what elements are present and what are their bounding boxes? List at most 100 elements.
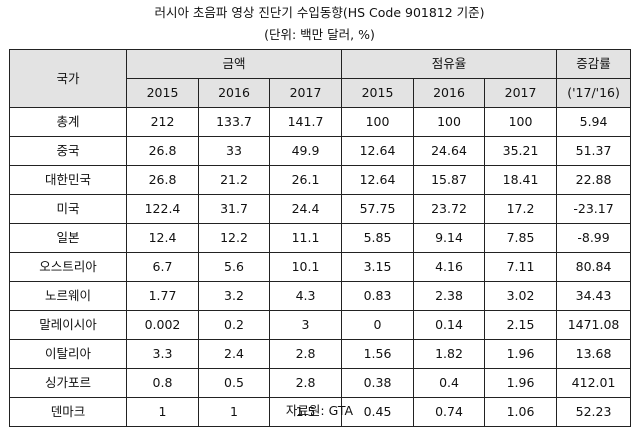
cell-amount-2017: 4.3 xyxy=(268,281,343,311)
table-row: 미국 122.4 31.7 24.4 57.75 23.72 17.2 -23.… xyxy=(9,194,632,224)
cell-share-2016: 0.14 xyxy=(413,310,486,340)
cell-amount-2016: 0.5 xyxy=(198,368,270,398)
cell-growth: 52.23 xyxy=(556,397,632,427)
cell-share-2017: 1.96 xyxy=(484,339,558,369)
cell-country: 덴마크 xyxy=(9,397,127,427)
cell-country: 대한민국 xyxy=(9,165,127,195)
header-share: 점유율 xyxy=(341,49,558,79)
cell-share-2016: 100 xyxy=(413,107,486,137)
cell-amount-2017: 11.1 xyxy=(268,223,343,253)
cell-amount-2015: 1.77 xyxy=(126,281,199,311)
cell-amount-2015: 1 xyxy=(126,397,199,427)
cell-share-2015: 3.15 xyxy=(341,252,415,282)
cell-share-2016: 1.82 xyxy=(413,339,486,369)
cell-growth: 22.88 xyxy=(556,165,632,195)
cell-share-2015: 100 xyxy=(341,107,415,137)
cell-share-2017: 100 xyxy=(484,107,558,137)
table-header: 국가 금액 점유율 증감률 2015 2016 2017 2015 2016 2… xyxy=(9,49,632,108)
cell-share-2015: 0 xyxy=(341,310,415,340)
cell-amount-2017: 10.1 xyxy=(268,252,343,282)
header-amount-2015: 2015 xyxy=(126,78,199,108)
cell-amount-2016: 21.2 xyxy=(198,165,270,195)
cell-country: 오스트리아 xyxy=(9,252,127,282)
cell-amount-2015: 0.002 xyxy=(126,310,199,340)
cell-amount-2017: 2.8 xyxy=(268,368,343,398)
cell-growth: -23.17 xyxy=(556,194,632,224)
cell-share-2017: 7.85 xyxy=(484,223,558,253)
cell-growth: 1471.08 xyxy=(556,310,632,340)
header-amount-2017: 2017 xyxy=(268,78,343,108)
source-note: 자료원: GTA xyxy=(285,403,354,418)
cell-amount-2017: 2.8 xyxy=(268,339,343,369)
cell-amount-2015: 26.8 xyxy=(126,165,199,195)
cell-growth: 13.68 xyxy=(556,339,632,369)
cell-share-2016: 0.74 xyxy=(413,397,486,427)
page-title: 러시아 초음파 영상 진단기 수입동향(HS Code 901812 기준) xyxy=(154,5,485,20)
cell-share-2015: 1.56 xyxy=(341,339,415,369)
cell-amount-2015: 122.4 xyxy=(126,194,199,224)
table-row: 일본 12.4 12.2 11.1 5.85 9.14 7.85 -8.99 xyxy=(9,223,632,253)
cell-share-2017: 7.11 xyxy=(484,252,558,282)
cell-share-2016: 2.38 xyxy=(413,281,486,311)
table-row: 대한민국 26.8 21.2 26.1 12.64 15.87 18.41 22… xyxy=(9,165,632,195)
cell-share-2017: 1.06 xyxy=(484,397,558,427)
cell-country: 중국 xyxy=(9,136,127,166)
table-row: 싱가포르 0.8 0.5 2.8 0.38 0.4 1.96 412.01 xyxy=(9,368,632,398)
cell-amount-2015: 0.8 xyxy=(126,368,199,398)
cell-amount-2017: 24.4 xyxy=(268,194,343,224)
cell-amount-2015: 3.3 xyxy=(126,339,199,369)
table-row: 총계 212 133.7 141.7 100 100 100 5.94 xyxy=(9,107,632,137)
header-amount-2016: 2016 xyxy=(198,78,270,108)
cell-country: 싱가포르 xyxy=(9,368,127,398)
cell-amount-2015: 6.7 xyxy=(126,252,199,282)
cell-share-2015: 0.83 xyxy=(341,281,415,311)
table-row: 이탈리아 3.3 2.4 2.8 1.56 1.82 1.96 13.68 xyxy=(9,339,632,369)
table-row: 덴마크 1 1 1.5 0.45 0.74 1.06 52.23 xyxy=(9,397,632,427)
cell-country: 총계 xyxy=(9,107,127,137)
cell-share-2017: 18.41 xyxy=(484,165,558,195)
cell-amount-2016: 133.7 xyxy=(198,107,270,137)
unit-note: (단위: 백만 달러, %) xyxy=(264,27,375,42)
cell-amount-2017: 1.5 xyxy=(268,397,343,427)
cell-amount-2015: 12.4 xyxy=(126,223,199,253)
header-amount: 금액 xyxy=(125,49,343,79)
cell-amount-2016: 12.2 xyxy=(198,223,270,253)
table-row: 중국 26.8 33 49.9 12.64 24.64 35.21 51.37 xyxy=(9,136,632,166)
header-country: 국가 xyxy=(9,49,127,108)
cell-amount-2016: 0.2 xyxy=(198,310,270,340)
cell-share-2015: 12.64 xyxy=(341,136,415,166)
cell-growth: 51.37 xyxy=(556,136,632,166)
cell-growth: 5.94 xyxy=(556,107,632,137)
cell-amount-2017: 3 xyxy=(268,310,343,340)
cell-share-2015: 5.85 xyxy=(341,223,415,253)
cell-share-2015: 12.64 xyxy=(341,165,415,195)
cell-share-2016: 9.14 xyxy=(413,223,486,253)
import-table: 국가 금액 점유율 증감률 2015 2016 2017 2015 2016 2… xyxy=(9,49,632,427)
header-share-2016: 2016 xyxy=(413,78,486,108)
cell-growth: 412.01 xyxy=(556,368,632,398)
cell-share-2015: 57.75 xyxy=(341,194,415,224)
cell-country: 미국 xyxy=(9,194,127,224)
cell-amount-2016: 33 xyxy=(198,136,270,166)
header-growth-period: ('17/'16) xyxy=(556,78,632,108)
cell-share-2017: 17.2 xyxy=(484,194,558,224)
cell-share-2017: 35.21 xyxy=(484,136,558,166)
cell-amount-2016: 31.7 xyxy=(198,194,270,224)
cell-amount-2016: 2.4 xyxy=(198,339,270,369)
cell-amount-2017: 141.7 xyxy=(268,107,343,137)
cell-growth: 80.84 xyxy=(556,252,632,282)
header-share-2017: 2017 xyxy=(484,78,558,108)
cell-amount-2017: 26.1 xyxy=(268,165,343,195)
cell-share-2017: 1.96 xyxy=(484,368,558,398)
cell-amount-2017: 49.9 xyxy=(268,136,343,166)
table-row: 노르웨이 1.77 3.2 4.3 0.83 2.38 3.02 34.43 xyxy=(9,281,632,311)
cell-share-2016: 15.87 xyxy=(413,165,486,195)
cell-growth: 34.43 xyxy=(556,281,632,311)
table-body: 총계 212 133.7 141.7 100 100 100 5.94 중국 2… xyxy=(9,107,632,427)
table-row: 말레이시아 0.002 0.2 3 0 0.14 2.15 1471.08 xyxy=(9,310,632,340)
cell-share-2016: 23.72 xyxy=(413,194,486,224)
cell-share-2016: 24.64 xyxy=(413,136,486,166)
header-share-2015: 2015 xyxy=(341,78,415,108)
table-row: 오스트리아 6.7 5.6 10.1 3.15 4.16 7.11 80.84 xyxy=(9,252,632,282)
cell-share-2017: 3.02 xyxy=(484,281,558,311)
